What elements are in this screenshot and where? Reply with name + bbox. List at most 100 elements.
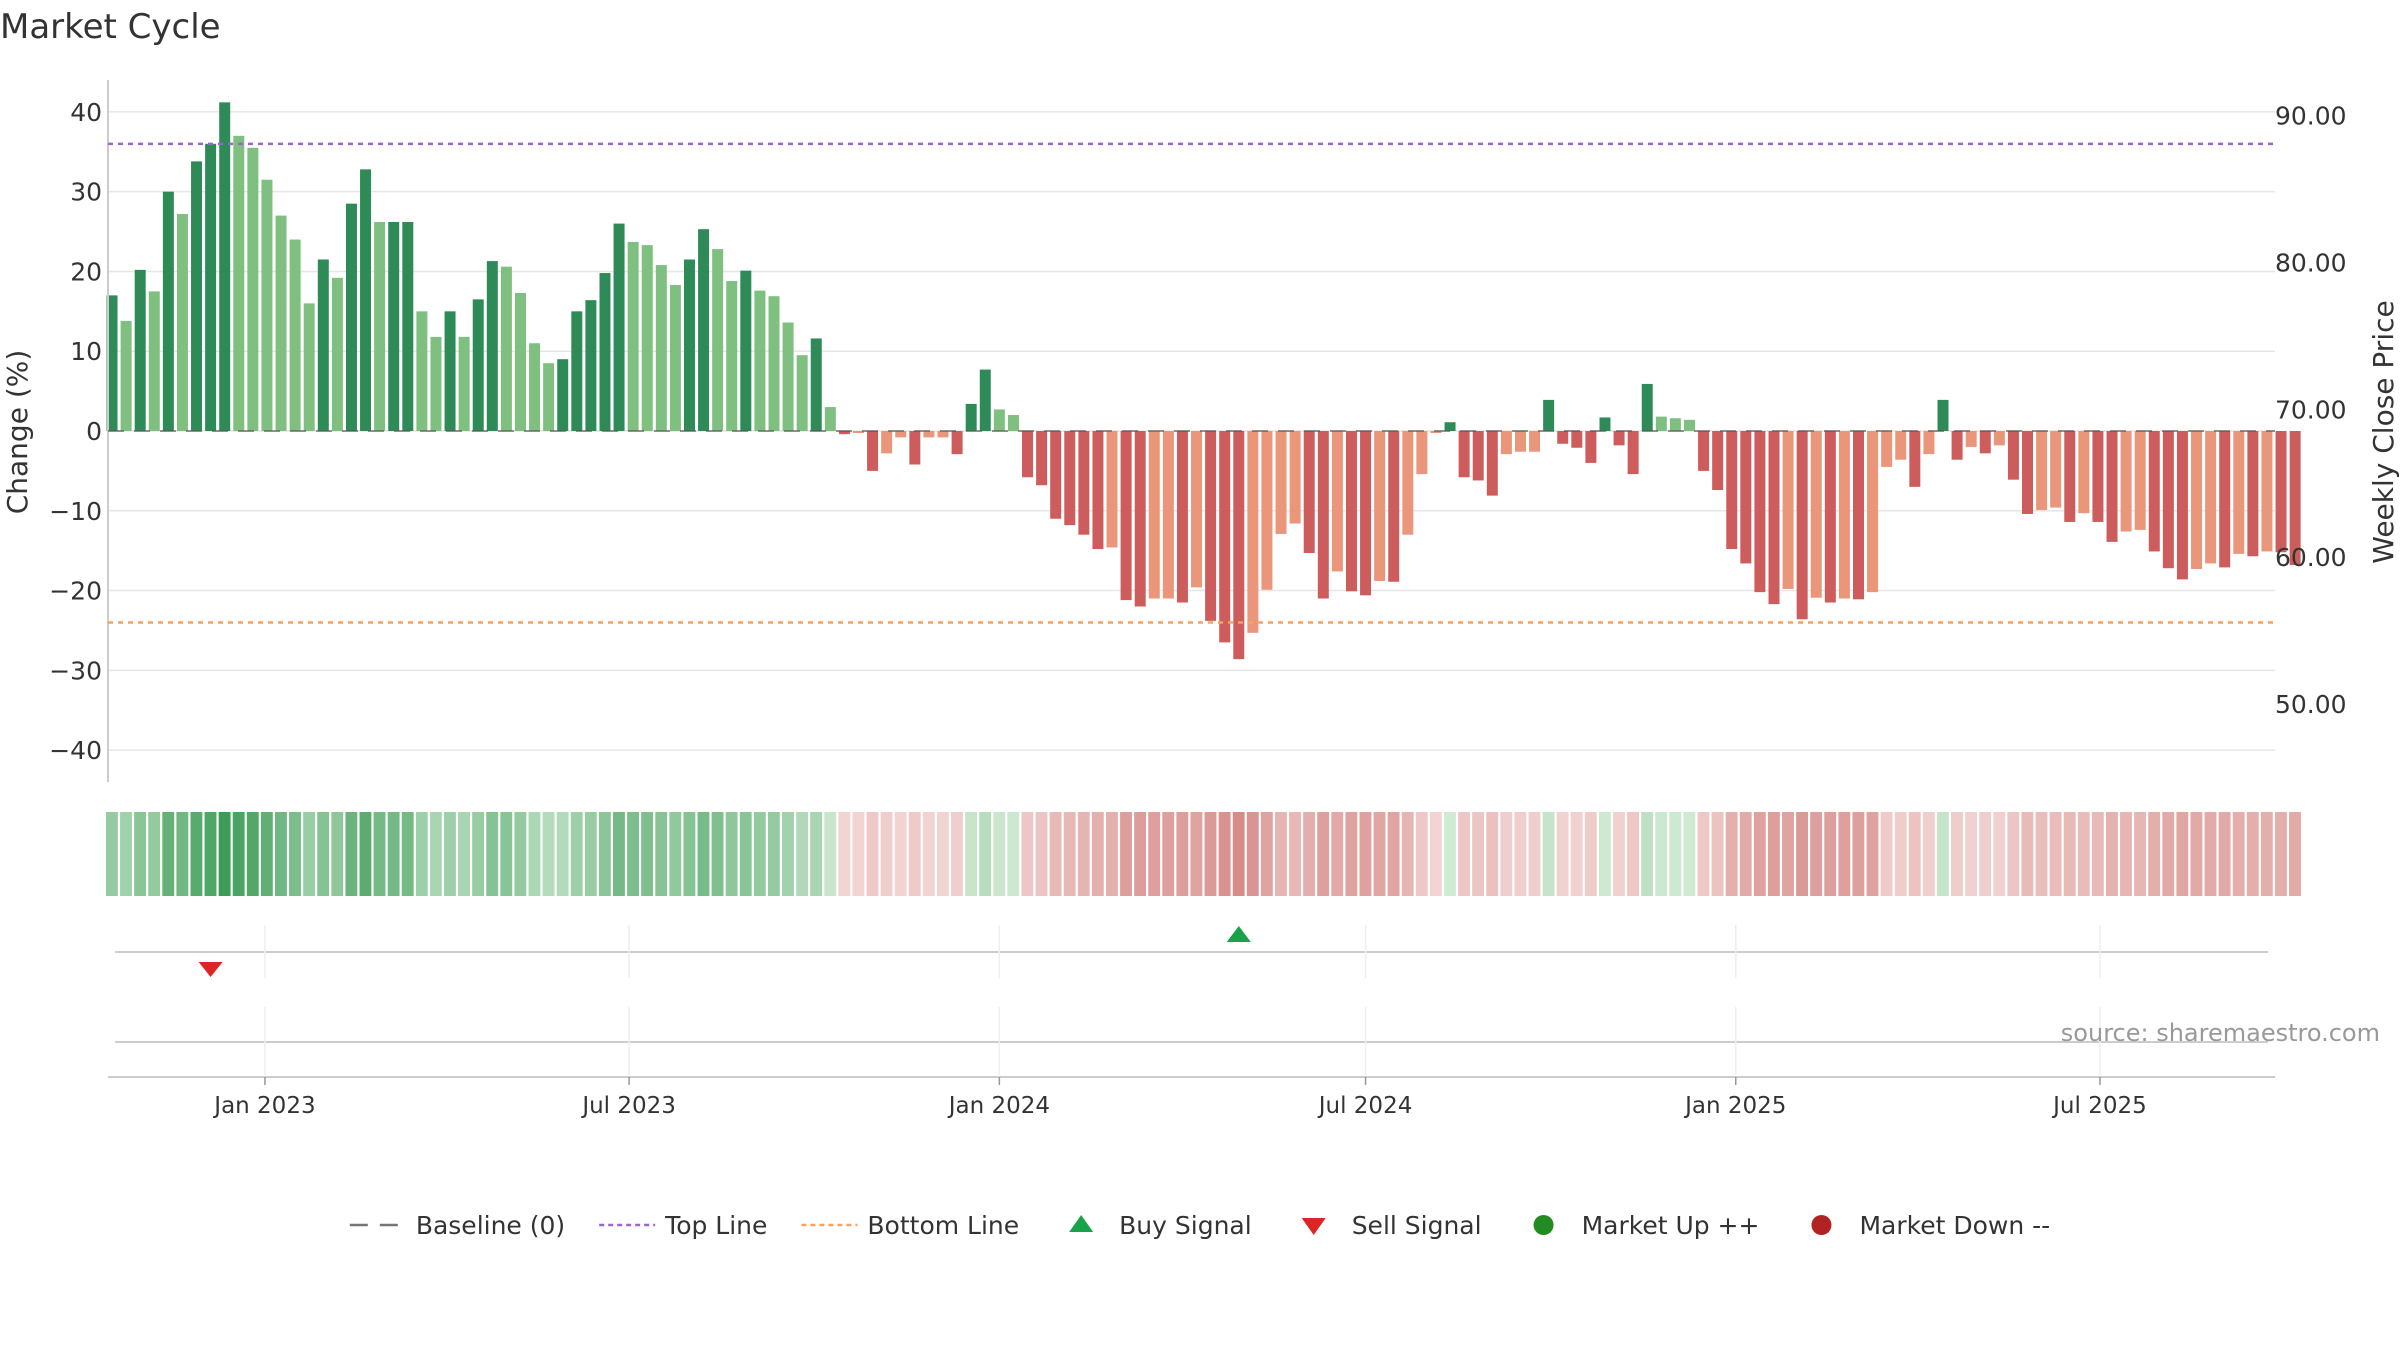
bar xyxy=(1557,431,1569,444)
bar xyxy=(754,290,766,431)
bar xyxy=(2120,431,2132,532)
heat-cell xyxy=(641,812,654,896)
bar xyxy=(1261,431,1273,590)
y-tick-label: 0 xyxy=(86,417,102,446)
y-tick-label: −20 xyxy=(49,577,102,606)
legend-item-baseline: Baseline (0) xyxy=(349,1211,565,1240)
bar xyxy=(1486,431,1498,496)
heat-cell xyxy=(1613,812,1625,896)
bar xyxy=(529,343,541,431)
heat-cell xyxy=(542,812,555,896)
bar xyxy=(1909,431,1921,487)
bar xyxy=(1148,431,1160,599)
bar xyxy=(585,300,597,431)
y2-tick-label: 70.00 xyxy=(2275,396,2347,425)
heat-cell xyxy=(1528,812,1541,896)
bar xyxy=(472,299,484,432)
bar xyxy=(2064,431,2076,522)
bar xyxy=(275,215,287,431)
bar xyxy=(1458,431,1470,478)
heat-cell xyxy=(345,812,358,896)
legend-item-bottom: Bottom Line xyxy=(801,1211,1019,1240)
heat-cell xyxy=(1584,812,1597,896)
heat-cell xyxy=(1782,812,1794,896)
heat-cell xyxy=(218,812,231,896)
legend-label: Top Line xyxy=(664,1211,767,1240)
heat-cell xyxy=(120,812,132,896)
bar xyxy=(317,259,329,431)
bar xyxy=(1275,431,1287,534)
heat-cell xyxy=(753,812,766,896)
heat-cell xyxy=(767,812,780,896)
heat-cell xyxy=(951,812,963,896)
bar xyxy=(416,311,428,431)
heat-cell xyxy=(486,812,499,896)
bar xyxy=(1360,431,1372,596)
heat-cell xyxy=(303,812,316,896)
chart-title: Market Cycle xyxy=(0,7,221,47)
heat-cell xyxy=(1697,812,1710,896)
heat-cell xyxy=(1274,812,1287,896)
bar xyxy=(796,355,808,431)
y2-tick-label: 50.00 xyxy=(2275,690,2347,719)
heat-cell xyxy=(2134,812,2147,896)
bar xyxy=(1543,399,1555,431)
x-tick-label: Jan 2023 xyxy=(212,1093,315,1119)
bar xyxy=(1951,431,1963,460)
bar xyxy=(514,292,526,431)
heat-cell xyxy=(1655,812,1668,896)
heat-cell xyxy=(1880,812,1893,896)
bar xyxy=(2289,431,2301,566)
heat-cell xyxy=(387,812,400,896)
bar xyxy=(1895,431,1907,460)
bar xyxy=(2176,431,2188,580)
heat-cell xyxy=(1317,812,1330,896)
heat-cell xyxy=(1669,812,1682,896)
heat-cell xyxy=(2176,812,2189,896)
heat-cell xyxy=(514,812,527,896)
buy-signal-marker xyxy=(1226,926,1251,942)
bar xyxy=(1740,431,1752,564)
bar xyxy=(1191,431,1203,588)
heat-cell xyxy=(2274,812,2287,896)
heat-cell xyxy=(2091,812,2104,896)
heat-cell xyxy=(711,812,724,896)
heat-cell xyxy=(1246,812,1259,896)
bar xyxy=(261,179,273,431)
y-tick-label: 20 xyxy=(70,257,102,286)
y-tick-label: −10 xyxy=(49,497,102,526)
bar xyxy=(1331,431,1343,572)
bar xyxy=(1627,431,1639,475)
heat-cell xyxy=(1908,812,1921,896)
heat-cell xyxy=(1922,812,1935,896)
legend-label: Sell Signal xyxy=(1352,1211,1482,1240)
bar xyxy=(2050,431,2062,508)
heat-cell xyxy=(1767,812,1780,896)
bar xyxy=(895,431,907,438)
heat-cell xyxy=(1148,812,1161,896)
bar xyxy=(951,431,963,455)
bar xyxy=(684,259,695,431)
bar xyxy=(1782,431,1794,589)
heat-cell xyxy=(1472,812,1485,896)
heat-cell xyxy=(444,812,456,896)
bar xyxy=(430,336,442,431)
bar xyxy=(2078,431,2090,514)
bar xyxy=(1303,431,1315,554)
heat-cell xyxy=(1289,812,1301,896)
heat-cell xyxy=(1415,812,1428,896)
heat-cell xyxy=(796,812,808,896)
heat-cell xyxy=(1796,812,1808,896)
bar xyxy=(1585,431,1597,463)
heat-cell xyxy=(246,812,259,896)
legend-item-mdown: Market Down -- xyxy=(1811,1211,2050,1240)
bar xyxy=(726,281,738,431)
heat-cell xyxy=(739,812,752,896)
bar xyxy=(965,403,977,431)
bar xyxy=(1726,431,1738,550)
bar xyxy=(1092,431,1104,550)
heat-cell xyxy=(824,812,837,896)
bar xyxy=(1247,431,1259,633)
x-tick-label: Jan 2025 xyxy=(1683,1093,1786,1119)
bar xyxy=(2261,431,2273,552)
